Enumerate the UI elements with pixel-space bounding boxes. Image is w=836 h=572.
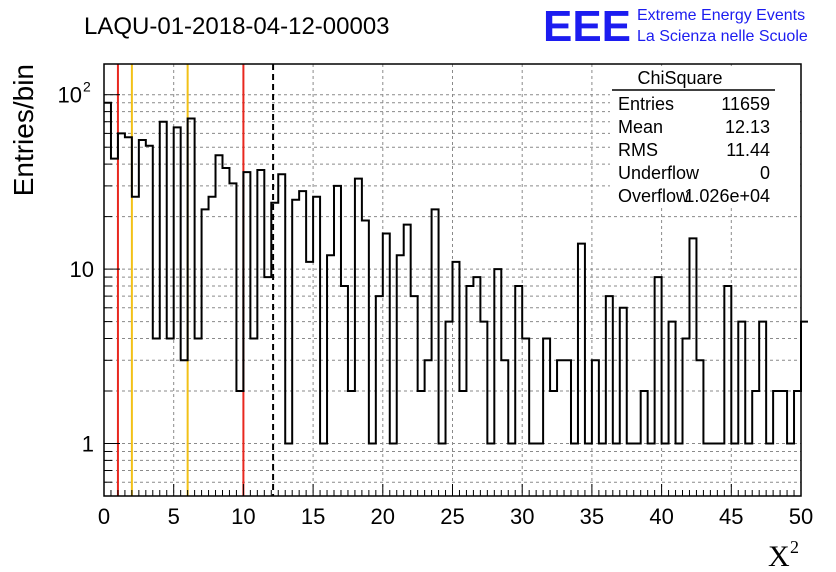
eee-logo: EEE Extreme Energy Events La Scienza nel… bbox=[543, 2, 808, 51]
stats-row-label: Overflow bbox=[618, 186, 690, 206]
x-tick-label: 45 bbox=[719, 504, 743, 529]
x-tick-label: 10 bbox=[231, 504, 255, 529]
x-tick-label: 15 bbox=[301, 504, 325, 529]
x-axis-label-chi: X bbox=[768, 540, 790, 572]
x-tick-label: 30 bbox=[510, 504, 534, 529]
y-tick-label-exponent: 2 bbox=[83, 79, 91, 95]
x-tick-label: 50 bbox=[789, 504, 813, 529]
logo-line-1: Extreme Energy Events bbox=[637, 7, 805, 24]
stats-row-value: 0 bbox=[760, 163, 770, 183]
histogram-line bbox=[104, 101, 808, 445]
x-tick-label: 40 bbox=[649, 504, 673, 529]
x-axis-ticks: 0 5 10 15 20 25 30 35 40 45 50 bbox=[98, 484, 813, 529]
stats-row-label: Entries bbox=[618, 94, 674, 114]
y-tick-label: 1 bbox=[82, 432, 94, 457]
x-tick-label: 5 bbox=[168, 504, 180, 529]
stats-box: ChiSquare Entries 11659 Mean 12.13 RMS 11.44 U… bbox=[610, 66, 800, 208]
stats-row-label: Underflow bbox=[618, 163, 700, 183]
x-axis-label: X 2 bbox=[768, 537, 799, 572]
stats-box-title: ChiSquare bbox=[637, 68, 722, 88]
x-tick-label: 0 bbox=[98, 504, 110, 529]
stats-row-value: 12.13 bbox=[725, 117, 770, 137]
stats-row-value: 1.026e+04 bbox=[684, 186, 770, 206]
x-tick-label: 20 bbox=[371, 504, 395, 529]
stats-row-label: RMS bbox=[618, 140, 658, 160]
x-tick-label: 35 bbox=[580, 504, 604, 529]
stats-row-value: 11.44 bbox=[726, 140, 770, 160]
x-axis-label-sup: 2 bbox=[790, 537, 799, 557]
chart-title: LAQU-01-2018-04-12-00003 bbox=[84, 13, 390, 40]
logo-line-2: La Scienza nelle Scuole bbox=[637, 28, 808, 45]
y-tick-label: 10 bbox=[70, 257, 94, 282]
y-tick-label: 10 bbox=[58, 83, 82, 108]
stats-row-value: 11659 bbox=[721, 94, 770, 114]
logo-mark: EEE bbox=[543, 2, 631, 51]
y-axis-label: Entries/bin bbox=[8, 64, 39, 196]
stats-row-label: Mean bbox=[618, 117, 663, 137]
x-tick-label: 25 bbox=[440, 504, 464, 529]
